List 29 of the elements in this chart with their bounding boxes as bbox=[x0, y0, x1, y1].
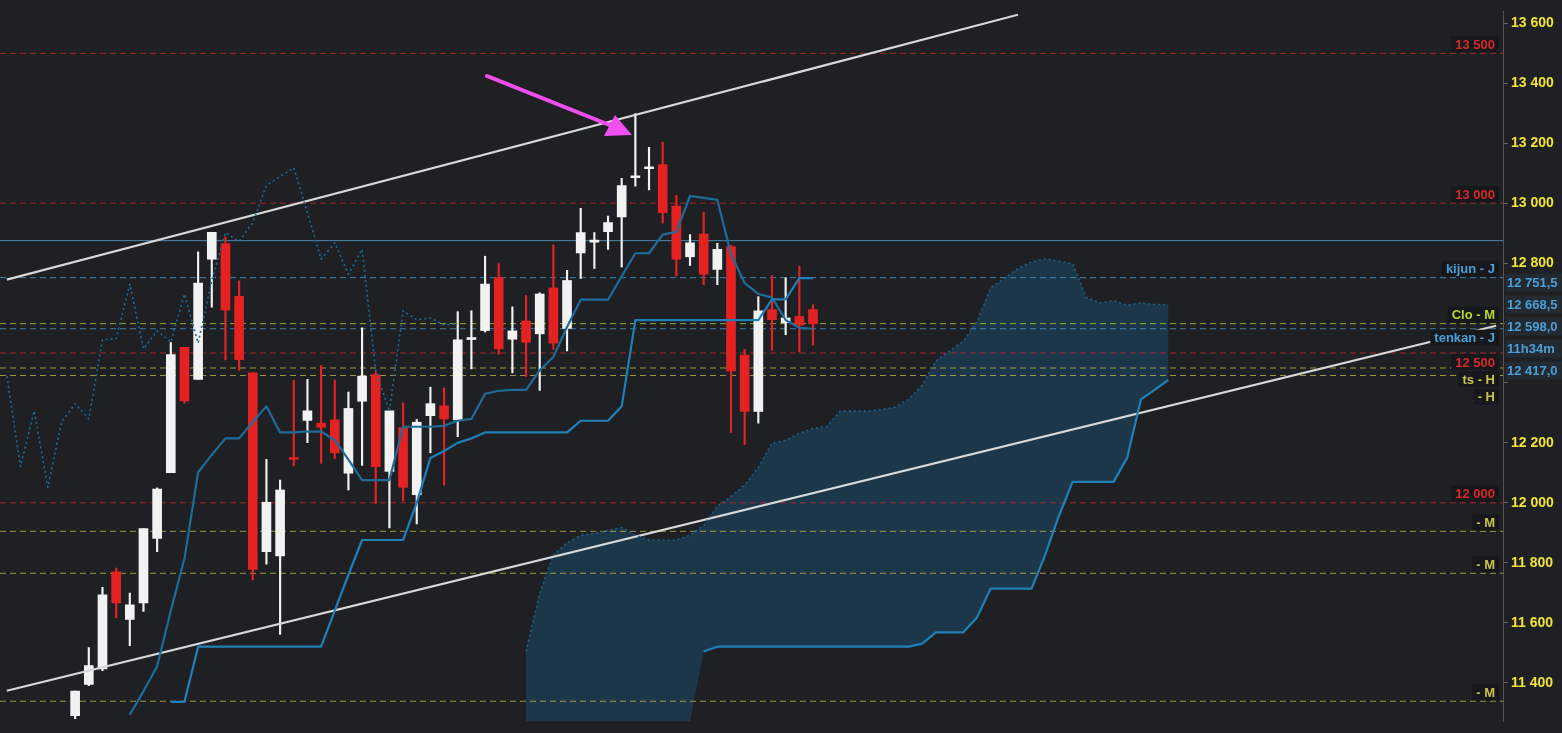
ref-line-label: 13 500 bbox=[1455, 36, 1495, 52]
ref-line-label: 13 000 bbox=[1455, 186, 1495, 202]
y-tick-label: 13 600 bbox=[1511, 14, 1555, 31]
ref-line-label: Clo - M bbox=[1451, 307, 1496, 323]
text: 12 417,0 bbox=[1507, 362, 1558, 378]
text: 12 751,5 bbox=[1507, 274, 1558, 290]
y-tick-label: 13 200 bbox=[1511, 134, 1555, 151]
line-series bbox=[6, 167, 459, 489]
y-tick-label: 12 000 bbox=[1511, 493, 1555, 510]
y-tick-label: 12 200 bbox=[1511, 433, 1555, 450]
ref-line-label: 12 500 bbox=[1455, 354, 1495, 370]
candlestick bbox=[302, 379, 313, 443]
ref-line-label: - H bbox=[1477, 389, 1496, 405]
y-tick-label: 13 400 bbox=[1511, 74, 1555, 91]
y-tick-label: 13 000 bbox=[1511, 194, 1555, 211]
text: 12 598,0 bbox=[1507, 318, 1558, 334]
y-tick-label: 11 600 bbox=[1511, 613, 1554, 630]
y-tick-label: 11 400 bbox=[1511, 673, 1554, 690]
ref-line-label: tenkan - J bbox=[1434, 330, 1495, 346]
ref-line-label: ts - H bbox=[1462, 371, 1495, 387]
text: 12 668,5 bbox=[1507, 296, 1558, 312]
ref-line-label: - M bbox=[1476, 514, 1496, 530]
text: 11h34m bbox=[1507, 340, 1555, 356]
ref-line-label: - M bbox=[1476, 556, 1496, 572]
ref-line-label: kijun - J bbox=[1445, 261, 1496, 277]
y-tick-label: 12 800 bbox=[1511, 253, 1555, 270]
ref-line-label: - M bbox=[1476, 684, 1496, 700]
y-tick-label: 11 800 bbox=[1511, 553, 1554, 570]
ref-line-label: 12 000 bbox=[1455, 486, 1495, 502]
